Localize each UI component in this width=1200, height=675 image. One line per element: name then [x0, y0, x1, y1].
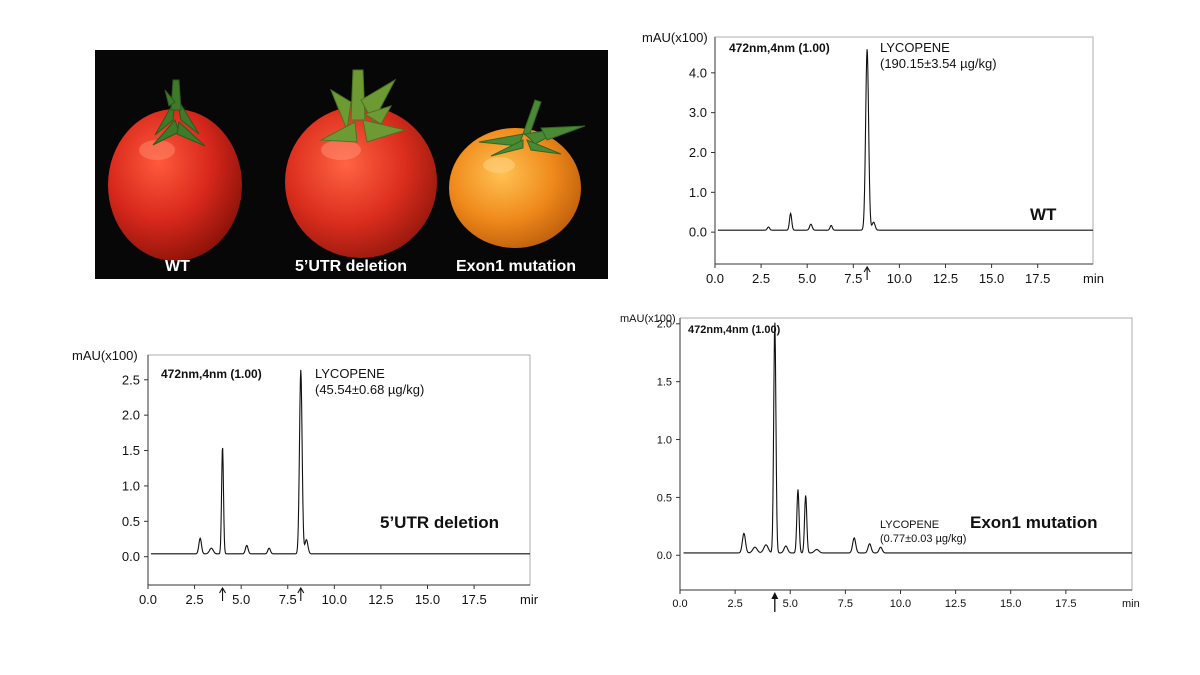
x-tick-label: 5.0	[798, 271, 816, 286]
sample-label: WT	[1030, 205, 1057, 224]
lycopene-value: (0.77±0.03 µg/kg)	[880, 533, 966, 545]
y-tick-label: 1.5	[122, 443, 140, 458]
wt-photo-label: WT	[165, 258, 190, 275]
exon1-calyx	[478, 99, 586, 157]
x-tick-label: 17.5	[1025, 271, 1050, 286]
lycopene-label: LYCOPENE	[880, 40, 950, 55]
retention-arrow	[863, 265, 871, 280]
x-tick-label: 12.5	[945, 598, 966, 610]
detection-label: 472nm,4nm (1.00)	[729, 41, 830, 55]
x-tick-label: 15.0	[1000, 598, 1021, 610]
chromatogram-trace	[150, 369, 530, 555]
y-tick-label: 4.0	[689, 65, 707, 80]
lycopene-label: LYCOPENE	[880, 519, 939, 531]
y-tick-label: 0.0	[122, 549, 140, 564]
x-tick-label: 7.5	[844, 271, 862, 286]
tomato-photo: WT 5’UTR deletion Exon1 mutation	[95, 50, 608, 279]
x-tick-label: 5.0	[783, 598, 798, 610]
peak-apex	[774, 321, 775, 322]
x-tick-label: 5.0	[232, 592, 250, 607]
chromatogram-trace	[717, 49, 1093, 231]
x-tick-label: 17.5	[1055, 598, 1076, 610]
exon1-photo-label: Exon1 mutation	[456, 258, 577, 275]
x-tick-label: 2.5	[186, 592, 204, 607]
x-tick-label: 2.5	[727, 598, 742, 610]
y-tick-label: 1.0	[122, 478, 140, 493]
y-tick-label: 2.0	[657, 319, 672, 331]
y-axis-label: mAU(x100)	[620, 313, 676, 325]
plot-frame	[679, 317, 1133, 591]
y-tick-label: 2.0	[689, 145, 707, 160]
x-tick-label: 15.0	[979, 271, 1004, 286]
y-tick-label: 1.0	[657, 434, 672, 446]
lycopene-value: (190.15±3.54 µg/kg)	[880, 56, 997, 71]
wt-calyx	[152, 79, 206, 147]
y-tick-label: 3.0	[689, 105, 707, 120]
tomato-illustration	[108, 69, 586, 261]
y-tick-label: 2.0	[122, 408, 140, 423]
y-axis-label: mAU(x100)	[642, 30, 708, 45]
exon1-tomato	[449, 128, 581, 248]
x-tick-label: 10.0	[322, 592, 347, 607]
x-tick-label: 12.5	[933, 271, 958, 286]
y-tick-label: 0.0	[689, 225, 707, 240]
x-axis-label: mir	[520, 592, 539, 607]
x-tick-label: 17.5	[461, 592, 486, 607]
y-axis-label: mAU(x100)	[72, 348, 138, 363]
lycopene-label: LYCOPENE	[315, 366, 385, 381]
x-tick-label: 12.5	[368, 592, 393, 607]
x-tick-label: 10.0	[887, 271, 912, 286]
y-tick-label: 0.0	[657, 550, 672, 562]
y-tick-label: 2.5	[122, 372, 140, 387]
chromatogram-trace	[683, 322, 1132, 554]
detection-label: 472nm,4nm (1.00)	[688, 324, 781, 336]
lycopene-value: (45.54±0.68 µg/kg)	[315, 382, 424, 397]
x-axis-label: min	[1083, 271, 1104, 286]
detection-label: 472nm,4nm (1.00)	[161, 367, 262, 381]
x-tick-label: 0.0	[706, 271, 724, 286]
sample-label: 5’UTR deletion	[380, 513, 499, 532]
utr-tomato	[285, 106, 437, 258]
retention-arrow	[297, 586, 305, 601]
retention-arrow	[771, 592, 779, 612]
sample-label: Exon1 mutation	[970, 513, 1098, 532]
y-tick-label: 1.0	[689, 185, 707, 200]
y-tick-label: 0.5	[122, 514, 140, 529]
y-tick-label: 0.5	[657, 492, 672, 504]
x-tick-label: 0.0	[139, 592, 157, 607]
x-tick-label: 7.5	[838, 598, 853, 610]
utr-calyx	[319, 69, 407, 143]
retention-arrow	[219, 586, 227, 601]
x-tick-label: 15.0	[415, 592, 440, 607]
x-tick-label: 7.5	[279, 592, 297, 607]
y-tick-label: 1.5	[657, 377, 672, 389]
utr-photo-label: 5’UTR deletion	[295, 258, 408, 275]
x-axis-label: min	[1122, 598, 1140, 610]
x-tick-label: 2.5	[752, 271, 770, 286]
x-tick-label: 0.0	[672, 598, 687, 610]
x-tick-label: 10.0	[890, 598, 911, 610]
